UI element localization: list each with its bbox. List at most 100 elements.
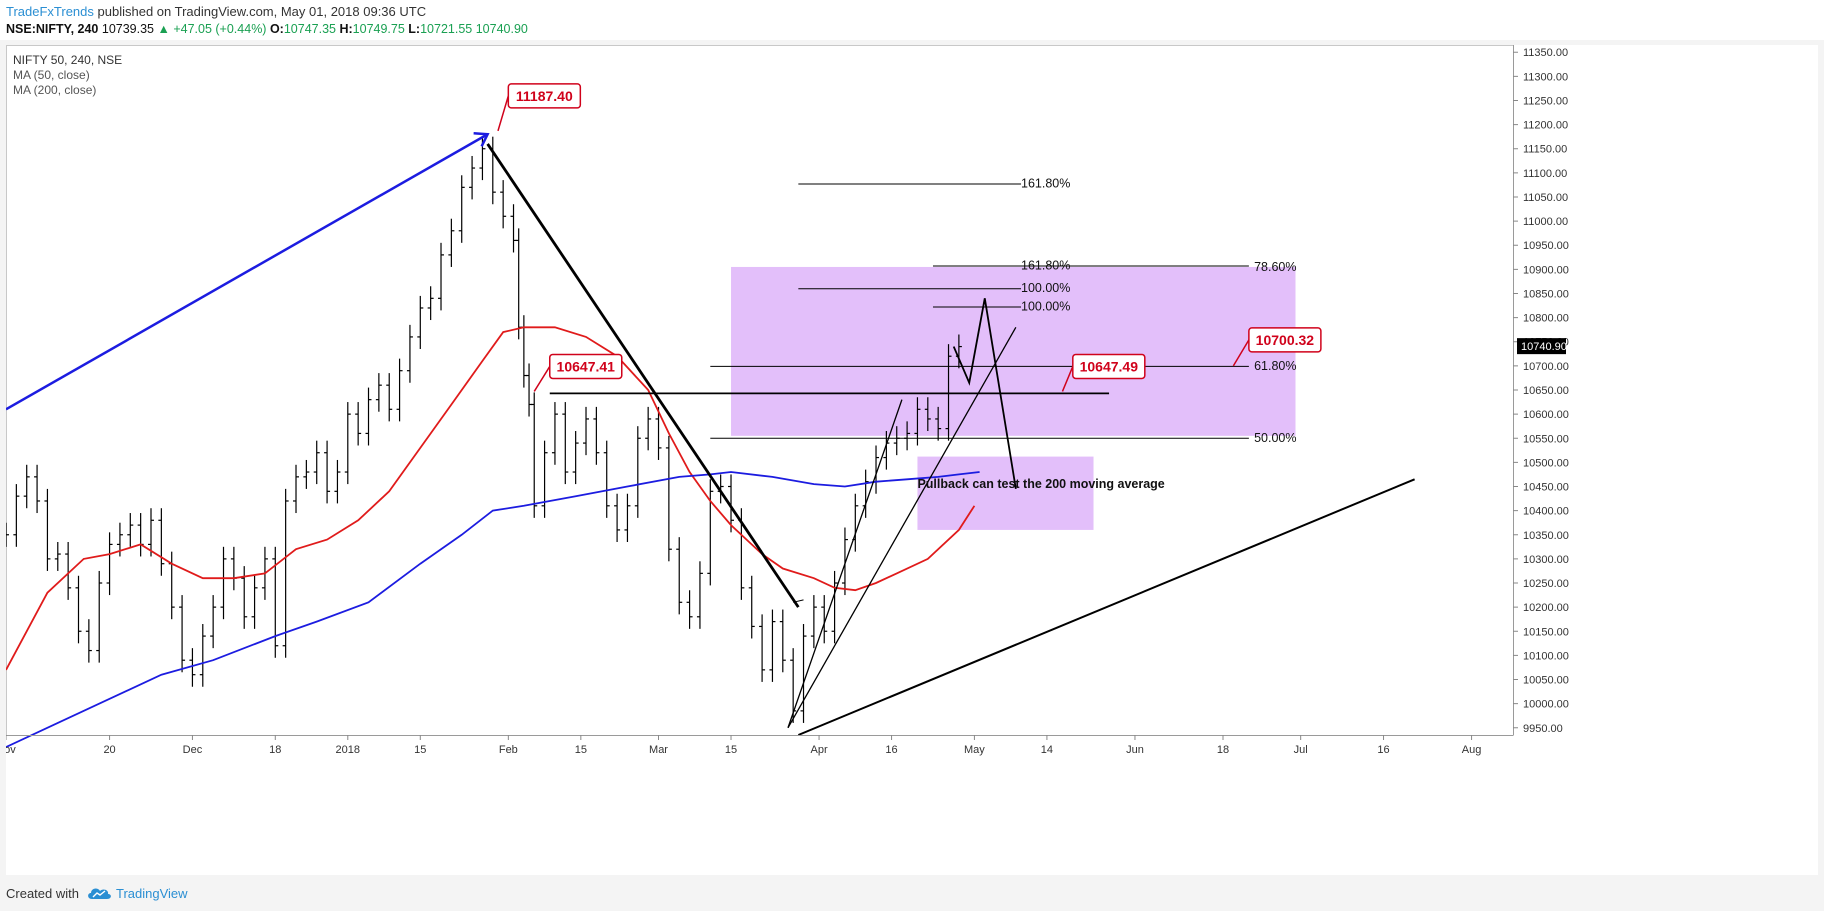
- long-trend-line: [797, 478, 1415, 736]
- ohlc-bar: [230, 546, 237, 591]
- author-link[interactable]: TradeFxTrends: [6, 4, 94, 19]
- last-value: 10739.35: [101, 22, 155, 36]
- y-tick-label: 11350.00: [1523, 47, 1568, 59]
- ohlc-bar: [85, 619, 92, 663]
- y-tick-label: 11200.00: [1523, 120, 1568, 132]
- x-tick-label: Jun: [1126, 744, 1144, 756]
- last-price-tag: 10740.90: [1517, 338, 1567, 355]
- ohlc-bar: [375, 373, 382, 412]
- ma50-line: [5, 326, 976, 671]
- footer-bar: Created with TradingView: [0, 876, 1824, 911]
- x-tick-label: 16: [885, 744, 897, 756]
- change-value: ▲ +47.05 (+0.44%): [157, 22, 267, 36]
- ohlc-bar: [106, 532, 113, 596]
- high-value: 10749.75: [352, 22, 405, 36]
- chart-canvas[interactable]: 9950.00 10000.00 10050.00 10100.00 10150.00 1…: [0, 45, 1818, 875]
- y-tick-label: 10050.00: [1523, 675, 1569, 687]
- y-tick-label: 11150.00: [1523, 144, 1567, 156]
- rally-line-a: [787, 399, 903, 728]
- y-tick-label: 10550.00: [1523, 433, 1569, 445]
- close-value: 10740.90: [475, 22, 528, 36]
- y-tick-label: 11100.00: [1523, 168, 1567, 180]
- ohlc-bar: [179, 595, 186, 673]
- tradingview-brand[interactable]: TradingView: [116, 886, 188, 901]
- rally-line-b: [787, 326, 1017, 729]
- ohlc-bar: [831, 570, 838, 644]
- trend-arrow-head: [473, 132, 490, 147]
- x-tick-label: 15: [414, 744, 426, 756]
- x-tick-label: 18: [269, 744, 281, 756]
- ohlc-bar: [148, 508, 155, 557]
- ohlc-bar: [293, 464, 300, 514]
- ohlc-bar: [614, 493, 621, 542]
- ohlc-bar: [769, 609, 776, 682]
- ma200-line: [5, 471, 980, 748]
- ohlc-bar: [531, 392, 538, 518]
- chart-panel[interactable]: 9950.00 10000.00 10050.00 10100.00 10150.00 1…: [0, 45, 1818, 875]
- ohlc-bar: [603, 440, 610, 518]
- ohlc-bar: [707, 479, 714, 586]
- ohlc-bar: [655, 406, 662, 460]
- ohlc-bar: [417, 295, 424, 349]
- x-tick-label: Apr: [810, 744, 827, 756]
- ohlc-bar: [210, 595, 217, 649]
- x-tick-label: Jul: [1294, 744, 1308, 756]
- ohlc-bar: [821, 595, 828, 644]
- ohlc-bar: [54, 541, 61, 571]
- open-label: O:: [269, 22, 284, 36]
- ohlc-bar: [75, 575, 82, 644]
- pivot-tick: [793, 599, 804, 603]
- ohlc-bar: [324, 440, 331, 504]
- callout-text: 10647.41: [557, 358, 616, 374]
- callout-box: [1248, 327, 1322, 353]
- fib-level-label: 100.00%: [1021, 300, 1070, 314]
- projection-path: [952, 298, 1017, 490]
- zone-level-label: 78.60%: [1254, 260, 1296, 274]
- ohlc-bar: [251, 575, 258, 629]
- callout-text: 11187.40: [516, 88, 573, 104]
- ohlc-bar: [645, 406, 652, 451]
- ohlc-bar: [448, 218, 455, 267]
- ohlc-bar: [438, 242, 445, 311]
- y-tick-label: 10100.00: [1523, 650, 1569, 662]
- y-tick-label: 10700.00: [1523, 361, 1569, 373]
- ohlc-bar: [13, 484, 20, 547]
- ohlc-bar: [551, 402, 558, 465]
- ohlc-bar: [137, 513, 144, 557]
- ohlc-bar: [541, 440, 548, 518]
- callout-pointer: [497, 95, 510, 132]
- ohlc-bar: [386, 373, 393, 422]
- last-price-label: 10740.90: [1521, 341, 1567, 353]
- created-with-text: Created with: [6, 886, 79, 901]
- low-value: 10721.55: [420, 22, 473, 36]
- ohlc-bar: [572, 431, 579, 485]
- ohlc-bar: [510, 204, 517, 253]
- y-tick-label: 10950.00: [1523, 240, 1569, 252]
- x-tick-label: Dec: [183, 744, 203, 756]
- callout-box: [549, 353, 623, 380]
- ohlc-bar: [515, 228, 522, 340]
- x-tick-label: 14: [1041, 744, 1053, 756]
- ohlc-bar: [220, 546, 227, 620]
- ohlc-bar: [303, 459, 310, 489]
- ohlc-bar: [593, 406, 600, 465]
- ohlc-bar: [158, 508, 165, 576]
- y-tick-label: 10500.00: [1523, 457, 1569, 469]
- x-tick-label: 15: [725, 744, 737, 756]
- published-text: published on TradingView.com, May 01, 20…: [97, 4, 427, 19]
- x-tick-label: Mar: [649, 744, 668, 756]
- ohlc-bar: [520, 315, 527, 388]
- ohlc-bar: [634, 426, 641, 518]
- x-tick-label: 18: [1217, 744, 1229, 756]
- ohlc-bar: [852, 493, 859, 552]
- y-tick-label: 10250.00: [1523, 578, 1569, 590]
- y-tick-label: 11000.00: [1523, 216, 1568, 228]
- x-tick-label: Feb: [499, 744, 518, 756]
- ohlc-bar: [127, 513, 134, 547]
- ohlc-bar: [189, 648, 196, 687]
- y-tick-label: 11050.00: [1523, 192, 1568, 204]
- callout-pointer: [1232, 339, 1250, 367]
- ohlc-bar: [583, 406, 590, 456]
- y-tick-label: 11300.00: [1523, 71, 1568, 83]
- ohlc-bar: [665, 435, 672, 562]
